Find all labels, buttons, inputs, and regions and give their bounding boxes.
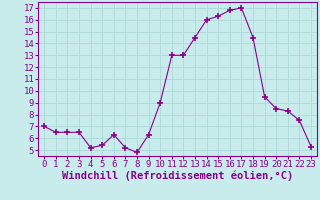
X-axis label: Windchill (Refroidissement éolien,°C): Windchill (Refroidissement éolien,°C) — [62, 171, 293, 181]
